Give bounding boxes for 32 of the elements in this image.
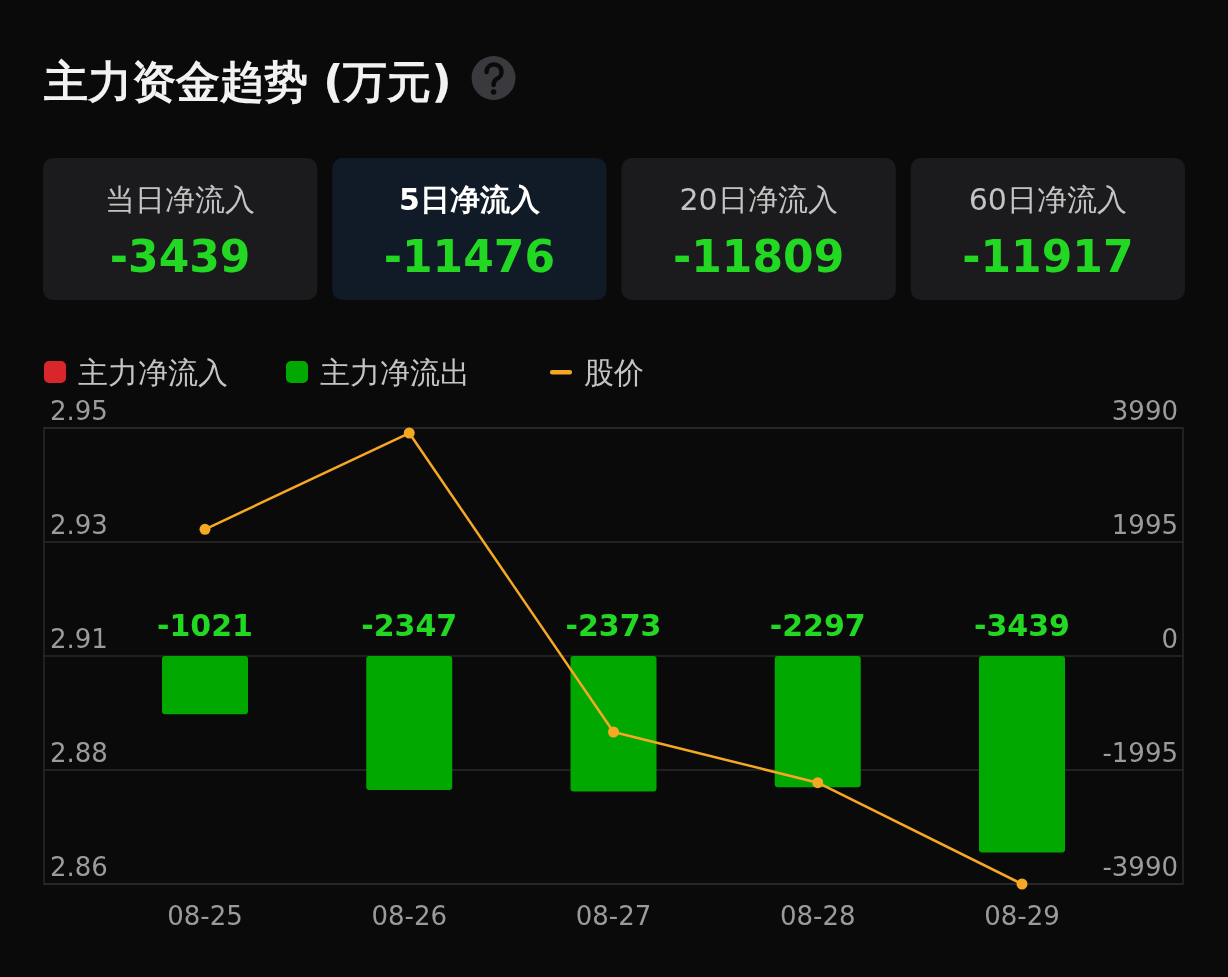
category-label: 20日净流入	[679, 182, 838, 217]
x-tick-label: 08-25	[167, 901, 243, 931]
y-tick-label: 2.91	[50, 624, 108, 654]
x-tick-label: 08-28	[779, 901, 856, 931]
data-label: -2373	[565, 608, 662, 643]
data-label: -3439	[109, 231, 251, 282]
x-tick-label: 08-27	[575, 901, 652, 931]
data-label: -2297	[769, 608, 866, 643]
y-tick-label: 2.93	[50, 510, 108, 540]
legend-label: 主力净流入	[78, 355, 228, 390]
legend-label: 主力净流出	[320, 355, 470, 390]
text: 主力资金趋势 (万元)	[43, 56, 452, 107]
y-tick-label: 2.88	[50, 738, 108, 768]
category-label: 5日净流入	[398, 182, 541, 217]
x-tick-label: 08-29	[984, 901, 1060, 931]
data-label: -11476	[383, 231, 556, 282]
data-label: -11809	[672, 231, 845, 282]
y-tick-label: 2.95	[50, 396, 108, 426]
legend-label: 股价	[584, 355, 644, 390]
category-label: 当日净流入	[105, 182, 256, 217]
y-tick-label: 2.86	[50, 852, 108, 882]
category-label: 60日净流入	[968, 182, 1127, 217]
y2-tick-label: 0	[1161, 624, 1178, 654]
y2-tick-label: 3990	[1111, 396, 1178, 426]
data-label: -3439	[974, 608, 1070, 643]
data-label: -1021	[157, 608, 253, 643]
y2-tick-label: 1995	[1111, 510, 1178, 540]
x-tick-label: 08-26	[371, 901, 448, 931]
y2-tick-label: -1995	[1102, 738, 1178, 768]
y2-tick-label: -3990	[1102, 852, 1178, 882]
data-label: -2347	[361, 608, 458, 643]
data-label: -11917	[962, 231, 1134, 282]
